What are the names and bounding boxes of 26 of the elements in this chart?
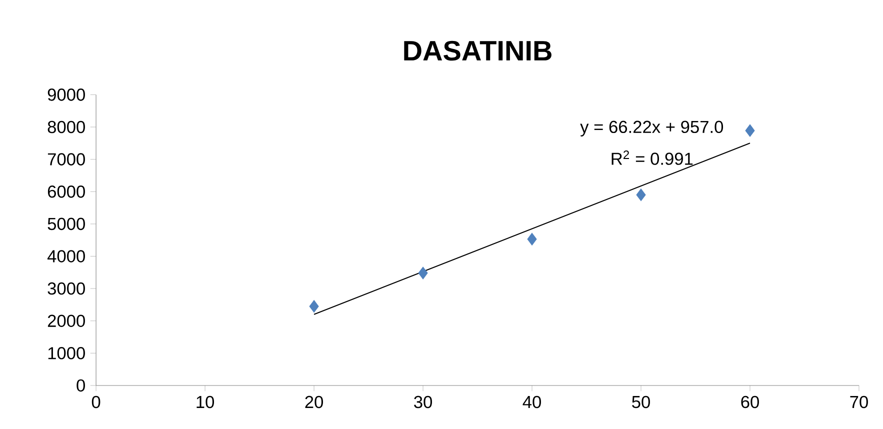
x-tick-label: 50 <box>632 396 650 408</box>
y-tick-label: 2000 <box>48 314 85 327</box>
point <box>418 266 428 280</box>
y-tick-label: 4000 <box>47 250 85 262</box>
x-tick-label: 70 <box>850 396 868 408</box>
point <box>309 300 319 312</box>
x-tick-label: 30 <box>414 396 432 408</box>
chart-title: DASATINIB <box>404 40 552 60</box>
x-tick-label: 10 <box>196 396 214 408</box>
x-tick-label: 40 <box>522 396 541 408</box>
y-tick-label: 1000 <box>48 346 85 360</box>
y-tick-label: 3000 <box>48 282 85 294</box>
point <box>636 188 646 201</box>
y-tick-label: 8000 <box>48 120 85 133</box>
y-tick-label: 7000 <box>48 152 85 166</box>
y-tick-label: 9000 <box>48 88 85 101</box>
annotation: R$^{2}$ = 0.991 <box>612 150 693 165</box>
x-tick-label: 20 <box>305 396 323 408</box>
y-tick-label: 5000 <box>48 218 85 230</box>
x-tick-label: 0 <box>92 396 100 408</box>
x-tick-label: 60 <box>741 396 759 408</box>
y-tick-label: 6000 <box>48 185 85 198</box>
y-tick-label: 0 <box>76 379 85 392</box>
point <box>527 232 537 246</box>
point <box>745 124 755 137</box>
annotation: y = 66.22x + 957.0 <box>580 120 724 136</box>
